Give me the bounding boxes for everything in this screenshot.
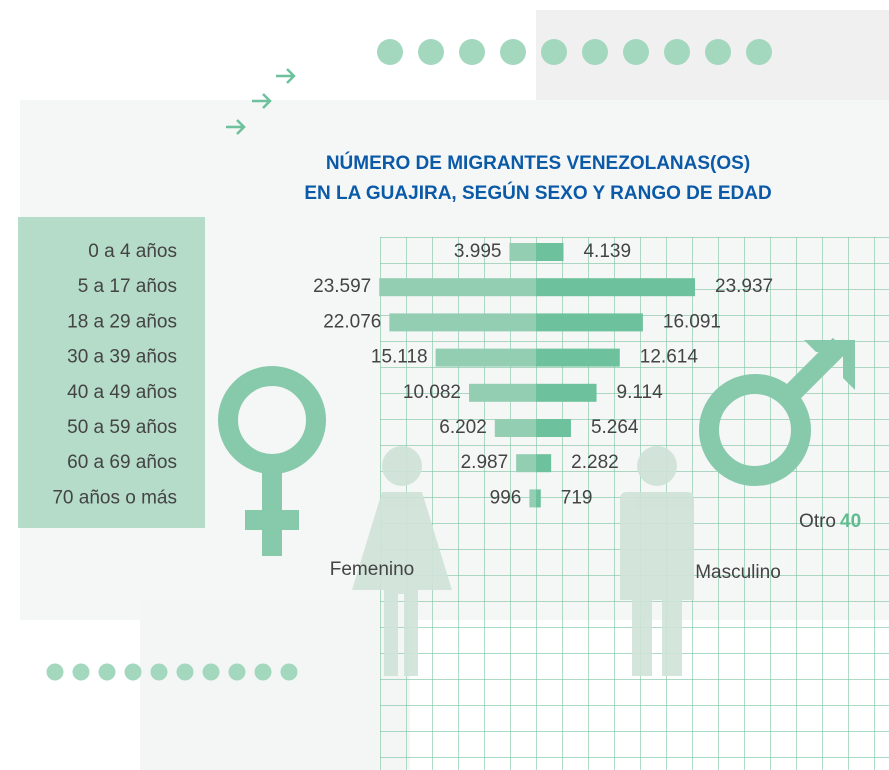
bar — [494, 419, 536, 437]
value-label: 9.114 — [617, 382, 664, 403]
bar — [435, 348, 536, 367]
value-label: 23.937 — [715, 276, 773, 297]
value-label: 10.082 — [403, 382, 461, 403]
arrows — [226, 68, 296, 135]
value-label: 2.282 — [571, 452, 619, 473]
dots-top — [377, 39, 772, 65]
chart-title: NÚMERO DE MIGRANTES VENEZOLANAS(OS) — [326, 152, 750, 174]
bar — [536, 243, 564, 261]
category-label: 50 a 59 años — [67, 417, 177, 438]
value-label: 996 — [490, 487, 522, 508]
value-label: 6.202 — [439, 417, 487, 438]
bar — [529, 489, 536, 508]
legend-label: Masculino — [695, 562, 781, 583]
category-panel — [18, 217, 205, 528]
category-label: 18 a 29 años — [67, 311, 177, 332]
chart-title: EN LA GUAJIRA, SEGÚN SEXO Y RANGO DE EDA… — [304, 182, 771, 204]
bar — [536, 383, 597, 402]
category-label: 0 a 4 años — [88, 241, 177, 262]
other-label: Otro — [799, 511, 836, 532]
female-symbol — [218, 366, 326, 556]
value-label: 12.614 — [640, 347, 699, 368]
value-label: 4.139 — [583, 241, 631, 262]
value-label: 2.987 — [461, 452, 509, 473]
value-label: 16.091 — [663, 311, 721, 332]
bar — [469, 383, 536, 402]
bar — [536, 313, 643, 332]
male-figure — [620, 446, 694, 676]
bar — [509, 243, 536, 261]
bar — [536, 454, 552, 473]
category-label: 70 años o más — [52, 487, 177, 508]
category-label: 60 a 69 años — [67, 452, 177, 473]
bar — [389, 313, 536, 332]
value-label: 23.597 — [313, 276, 371, 297]
bar — [516, 454, 536, 473]
other-value: 40 — [840, 511, 861, 532]
value-label: 15.118 — [371, 347, 428, 368]
male-symbol — [699, 337, 848, 486]
category-label: 5 a 17 años — [78, 276, 177, 297]
bar — [536, 348, 620, 367]
value-label: 3.995 — [454, 241, 502, 262]
value-label: 22.076 — [323, 311, 381, 332]
male-arrowhead — [804, 340, 855, 390]
category-label: 40 a 49 años — [67, 382, 177, 403]
bar — [536, 278, 695, 297]
bar — [379, 278, 536, 297]
legend-label: Femenino — [330, 559, 415, 580]
dots-bottom — [46, 663, 298, 681]
value-label: 719 — [561, 487, 593, 508]
value-label: 5.264 — [591, 417, 639, 438]
bar — [536, 419, 571, 437]
paper-panel — [140, 600, 410, 770]
female-figure — [352, 446, 452, 676]
category-label: 30 a 39 años — [67, 347, 177, 368]
bar — [536, 489, 541, 508]
